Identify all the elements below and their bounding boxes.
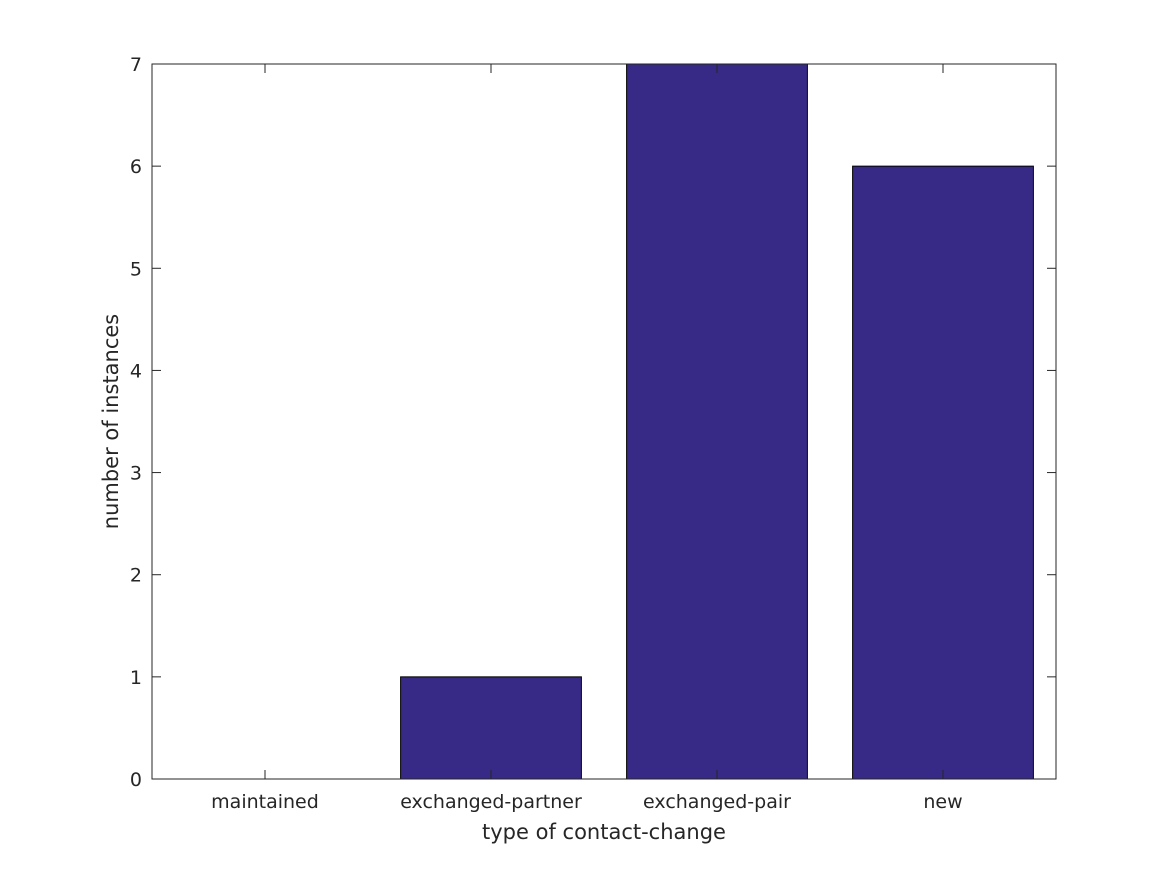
bar-exchanged-partner — [400, 676, 582, 780]
x-tick-label: new — [923, 791, 962, 813]
y-tick-label: 6 — [130, 156, 142, 178]
y-tick-label: 5 — [130, 258, 142, 280]
y-tick-label: 3 — [130, 463, 142, 485]
x-axis-label: type of contact-change — [482, 820, 726, 844]
y-tick-label: 7 — [130, 54, 142, 76]
tick-labels-layer: 0 1 2 3 4 5 6 7 maintained exchanged-partner excha… — [130, 54, 963, 813]
y-tick-label: 2 — [130, 565, 142, 587]
plot-area-frame — [151, 63, 1057, 780]
y-axis-label: number of instances — [99, 314, 123, 529]
ticks-layer — [152, 63, 1056, 780]
x-tick-label: exchanged-partner — [400, 791, 582, 813]
bar-new — [852, 165, 1034, 780]
y-tick-label: 1 — [130, 667, 142, 689]
x-tick-label: maintained — [211, 791, 319, 813]
bars-layer — [400, 63, 1034, 780]
y-tick-label: 4 — [130, 360, 142, 382]
y-tick-label: 0 — [130, 769, 142, 791]
x-tick-label: exchanged-pair — [643, 791, 791, 813]
bar-exchanged-pair — [626, 63, 808, 780]
